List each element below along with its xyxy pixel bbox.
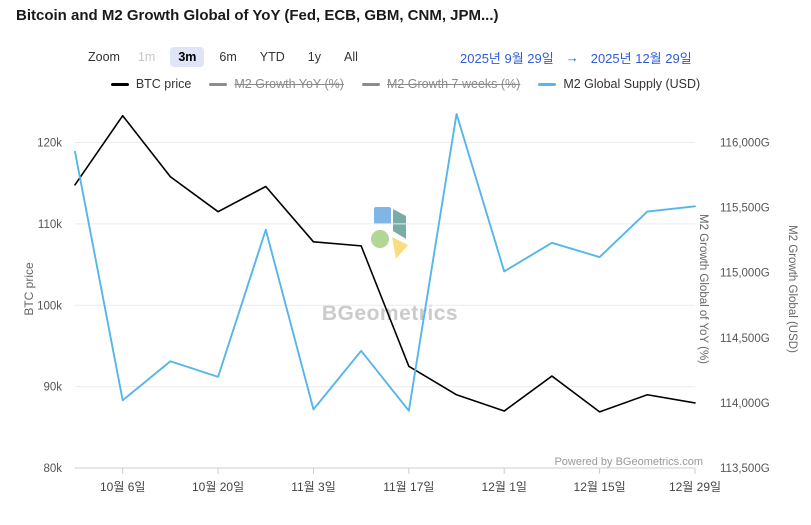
svg-text:114,500G: 114,500G bbox=[720, 333, 770, 345]
legend-item-m2-global-supply[interactable]: M2 Global Supply (USD) bbox=[538, 77, 700, 91]
legend-item-m2-growth-7-weeks[interactable]: M2 Growth 7 weeks (%) bbox=[361, 77, 521, 91]
zoom-button-ytd[interactable]: YTD bbox=[252, 47, 293, 68]
right-yoy-axis-title: M2 Growth Global of YoY (%) bbox=[697, 214, 709, 364]
svg-text:12월 29일: 12월 29일 bbox=[669, 480, 721, 494]
range-selector: Zoom 1m 3m 6m YTD 1y All bbox=[88, 45, 366, 69]
credit-link[interactable]: Powered by BGeometrics.com bbox=[554, 456, 703, 468]
svg-text:10월 20일: 10월 20일 bbox=[192, 480, 244, 494]
legend-line-swatch bbox=[361, 82, 380, 86]
right-usd-axis-title: M2 Growth Global (USD) bbox=[786, 225, 798, 353]
svg-text:116,000G: 116,000G bbox=[720, 138, 770, 150]
legend-line-swatch bbox=[110, 82, 129, 86]
legend-item-btc-price[interactable]: BTC price bbox=[110, 77, 192, 91]
svg-text:114,000G: 114,000G bbox=[720, 398, 770, 410]
legend-line-swatch bbox=[538, 82, 557, 86]
zoom-label: Zoom bbox=[88, 50, 120, 64]
svg-text:115,000G: 115,000G bbox=[720, 268, 770, 280]
range-start-input[interactable]: 2025년 9월 29일 bbox=[460, 51, 554, 66]
zoom-button-all[interactable]: All bbox=[336, 47, 366, 68]
chart-title: Bitcoin and M2 Growth Global of YoY (Fed… bbox=[16, 7, 499, 24]
svg-text:110k: 110k bbox=[38, 219, 62, 231]
svg-text:10월 6일: 10월 6일 bbox=[100, 480, 145, 494]
legend-label: M2 Growth 7 weeks (%) bbox=[386, 77, 521, 91]
left-axis-title: BTC price bbox=[22, 262, 36, 316]
svg-text:90k: 90k bbox=[43, 382, 62, 394]
legend-item-m2-growth-yoy[interactable]: M2 Growth YoY (%) bbox=[209, 77, 344, 91]
zoom-button-1y[interactable]: 1y bbox=[300, 47, 329, 68]
svg-text:120k: 120k bbox=[37, 138, 62, 150]
svg-text:80k: 80k bbox=[43, 463, 62, 475]
svg-text:115,500G: 115,500G bbox=[720, 203, 770, 215]
zoom-button-1m[interactable]: 1m bbox=[130, 47, 163, 68]
date-range: 2025년 9월 29일 → 2025년 12월 29일 bbox=[460, 48, 692, 67]
svg-text:100k: 100k bbox=[37, 300, 62, 312]
svg-text:11월 3일: 11월 3일 bbox=[291, 480, 336, 494]
range-end-input[interactable]: 2025년 12월 29일 bbox=[590, 51, 692, 66]
legend-label: M2 Growth YoY (%) bbox=[234, 77, 344, 91]
legend-line-swatch bbox=[209, 82, 228, 86]
svg-text:11월 17일: 11월 17일 bbox=[383, 480, 434, 494]
legend-label: BTC price bbox=[135, 77, 192, 91]
svg-text:113,500G: 113,500G bbox=[720, 463, 770, 475]
svg-text:12월 15일: 12월 15일 bbox=[574, 480, 626, 494]
legend: BTC price M2 Growth YoY (%) M2 Growth 7 … bbox=[0, 77, 811, 91]
zoom-button-6m[interactable]: 6m bbox=[211, 47, 244, 68]
svg-text:12월 1일: 12월 1일 bbox=[482, 480, 527, 494]
zoom-button-3m[interactable]: 3m bbox=[170, 46, 205, 68]
arrow-right-icon: → bbox=[565, 50, 579, 65]
legend-label: M2 Global Supply (USD) bbox=[563, 77, 701, 91]
